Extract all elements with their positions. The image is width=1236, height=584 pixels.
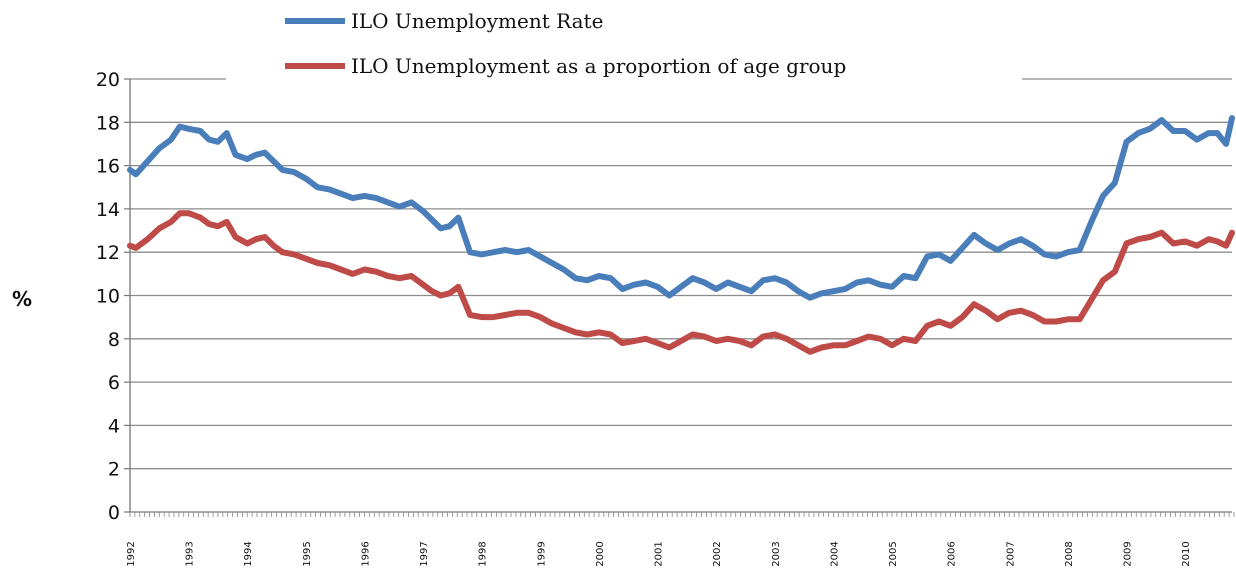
x-tick-label: 1998: [478, 541, 489, 566]
legend-label: ILO Unemployment as a proportion of age …: [351, 54, 846, 78]
y-tick-label: 4: [108, 415, 120, 437]
x-tick-label: 1999: [536, 541, 547, 566]
y-tick-label: 6: [108, 372, 120, 394]
x-tick-label: 2000: [595, 541, 606, 566]
x-tick-label: 2002: [712, 541, 723, 566]
y-tick-label: 18: [96, 112, 120, 134]
x-tick-label: 2006: [947, 541, 958, 566]
x-tick-label: 1993: [185, 541, 196, 566]
axes: 0 2 4 6 8 10 12 14 16 18 20 1992 1993 1994 1995 1996 199…: [96, 69, 1235, 567]
y-axis-label: %: [12, 287, 32, 311]
y-tick-label: 20: [96, 69, 120, 91]
x-tick-label: 2010: [1181, 541, 1192, 566]
x-tick-label: 2004: [829, 541, 840, 566]
x-tick-label: 2009: [1122, 541, 1133, 566]
x-tick-label: 2001: [654, 541, 665, 566]
x-tick-label: 2008: [1064, 541, 1075, 566]
x-tick-label: 1995: [302, 541, 313, 566]
x-tick-label: 1994: [243, 541, 254, 566]
y-tick-label: 2: [108, 459, 120, 481]
y-tick-label: 8: [108, 329, 120, 351]
x-tick-label: 1992: [126, 541, 137, 566]
series-line-2: [127, 210, 1235, 355]
legend-label: ILO Unemployment Rate: [351, 9, 603, 33]
y-tick-label: 14: [96, 199, 120, 221]
x-tick-label: 2005: [888, 541, 899, 566]
x-tick-label: 2003: [771, 541, 782, 566]
legend: ILO Unemployment Rate ILO Unemployment as…: [226, 0, 1022, 100]
x-tick-label: 1997: [419, 541, 430, 566]
legend-background: [226, 0, 1022, 100]
y-tick-label: 16: [96, 156, 120, 178]
series-line-1: [127, 115, 1235, 301]
y-tick-label: 10: [96, 286, 120, 308]
x-tick-label: 1996: [360, 541, 371, 566]
y-tick-label: 12: [96, 242, 120, 264]
x-tick-label: 2007: [1005, 541, 1016, 566]
y-tick-label: 0: [108, 502, 120, 524]
gridlines: [130, 78, 1232, 470]
series-lines: [127, 115, 1235, 355]
